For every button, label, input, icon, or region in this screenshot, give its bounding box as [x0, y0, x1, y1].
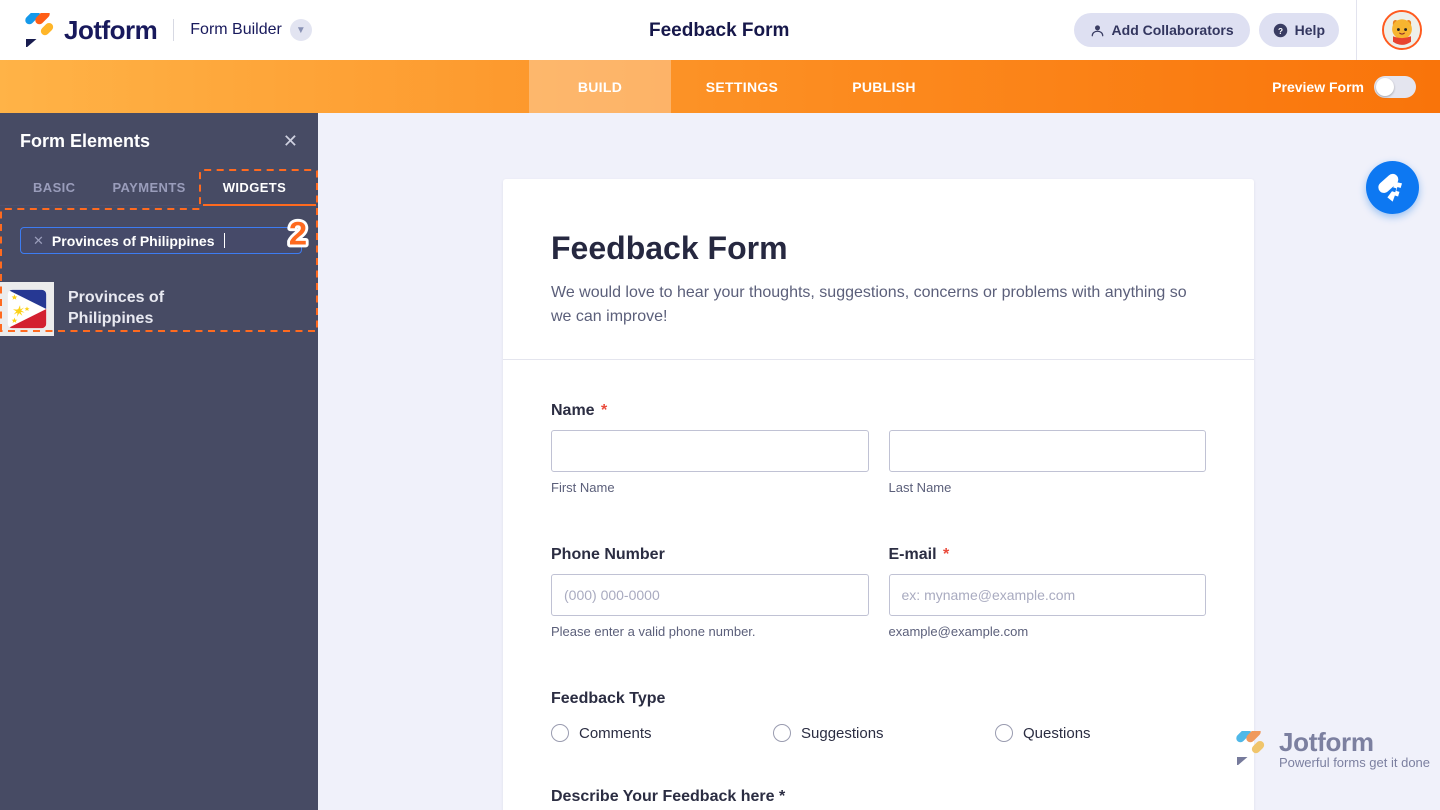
svg-text:?: ? [1278, 26, 1283, 35]
svg-text:2: 2 [289, 214, 307, 251]
